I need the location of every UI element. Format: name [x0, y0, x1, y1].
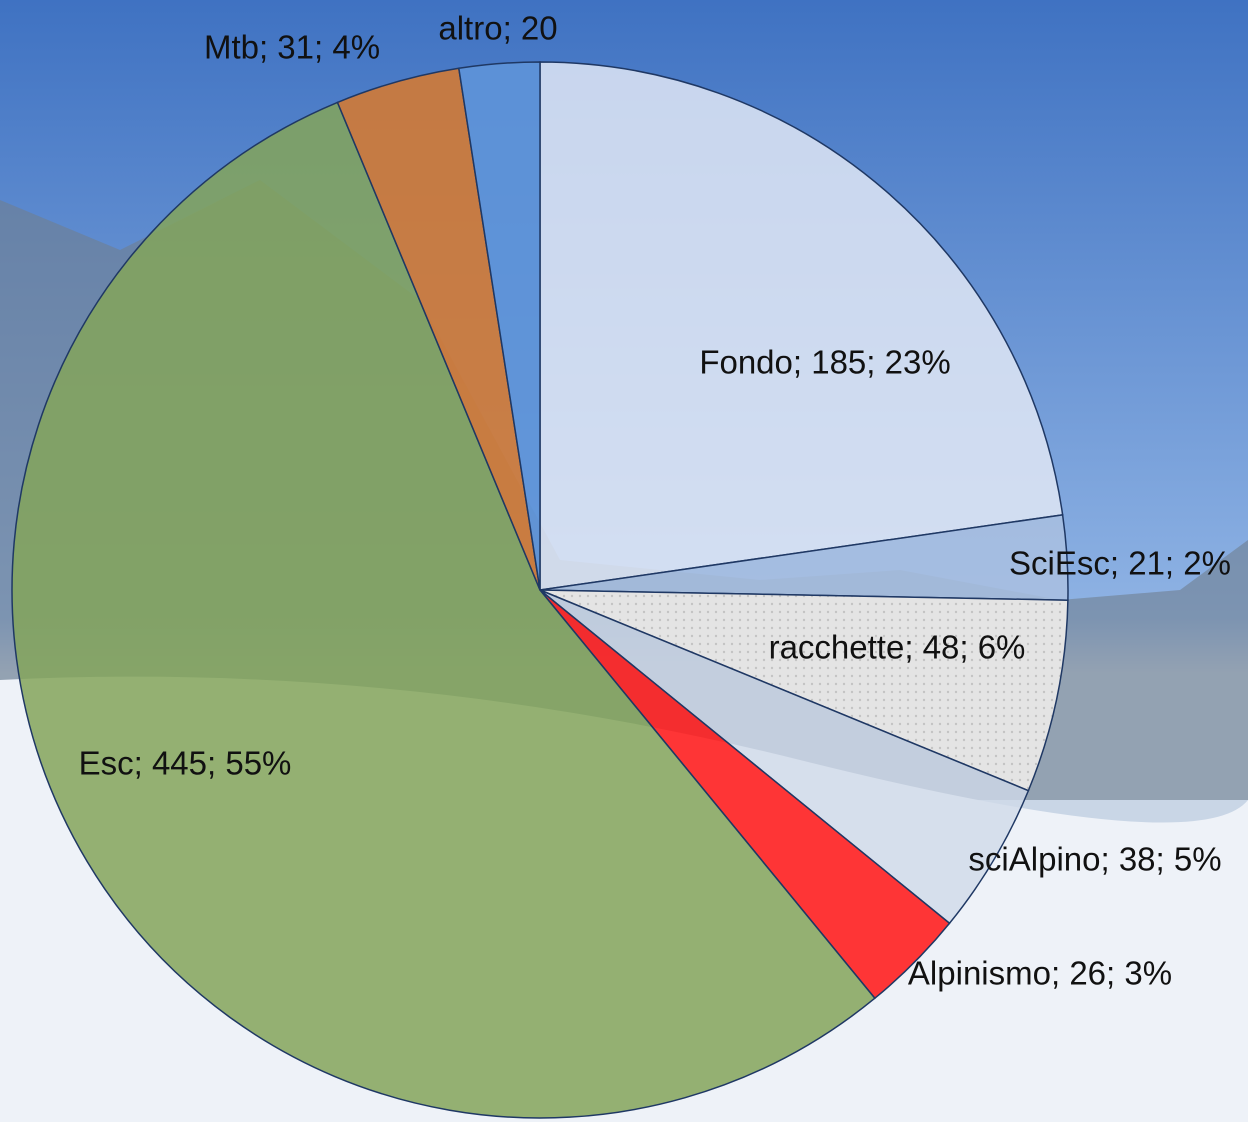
- data-label: altro; 20: [438, 10, 557, 47]
- data-label: Mtb; 31; 4%: [204, 29, 380, 66]
- data-label: sciAlpino; 38; 5%: [968, 841, 1221, 878]
- data-label: Fondo; 185; 23%: [699, 344, 950, 381]
- data-label: Alpinismo; 26; 3%: [908, 955, 1172, 992]
- data-label: racchette; 48; 6%: [769, 629, 1026, 666]
- data-label: Esc; 445; 55%: [79, 745, 292, 782]
- chart: Fondo; 185; 23% SciEsc; 21; 2% racchette; …: [0, 0, 1248, 1122]
- data-label: SciEsc; 21; 2%: [1009, 545, 1231, 582]
